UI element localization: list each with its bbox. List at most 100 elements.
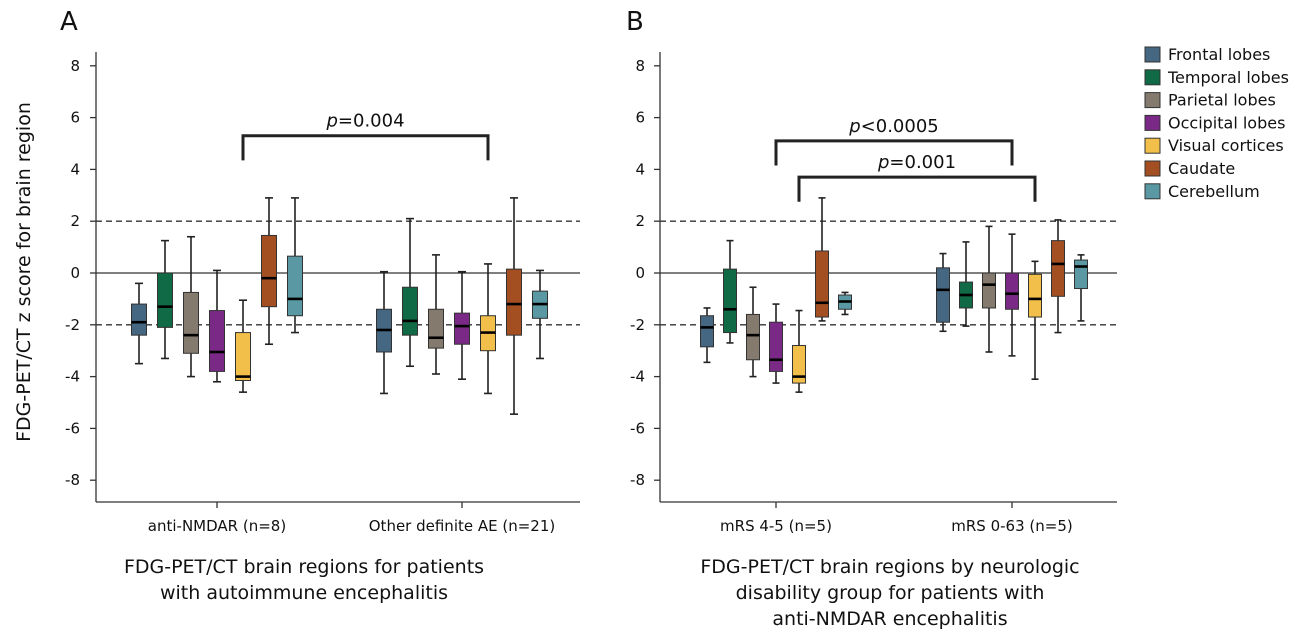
y-tick-label: -4 — [630, 368, 645, 386]
group-label-mrs-0-3: mRS 0-63 (n=5) — [951, 517, 1072, 535]
legend-swatch — [1144, 69, 1161, 86]
significance-bracket — [797, 175, 1037, 202]
box-caudate — [506, 197, 522, 415]
box-occipital-lobes — [769, 303, 783, 384]
chart-marks: 8 6 4 2 0 -2 -4 -6 -8 p=0.004 8 6 4 2 0 -2 -4 -6 -8 p<0.000… — [65, 45, 1289, 508]
legend-label: Caudate — [1168, 159, 1235, 178]
box-iqr — [1074, 259, 1088, 290]
legend-item-cerebellum: Cerebellum — [1144, 182, 1260, 201]
panel-a-letter: A — [60, 7, 78, 37]
legend: Frontal lobes Temporal lobes Parietal lobe… — [1144, 45, 1289, 201]
legend-swatch — [1144, 183, 1161, 200]
legend-swatch — [1144, 160, 1161, 177]
box-visual-cortices — [480, 263, 496, 395]
box-parietal-lobes — [183, 235, 199, 378]
significance-bracket — [241, 134, 490, 161]
legend-label: Frontal lobes — [1168, 45, 1270, 64]
legend-label: Temporal lobes — [1167, 68, 1289, 87]
box-occipital-lobes — [454, 270, 470, 380]
box-iqr — [1051, 240, 1065, 297]
legend-item-temporal-lobes: Temporal lobes — [1144, 68, 1289, 87]
box-iqr — [1005, 272, 1019, 310]
legend-swatch — [1144, 46, 1161, 63]
box-caudate — [1051, 219, 1065, 334]
box-iqr — [792, 345, 806, 384]
box-iqr — [506, 268, 522, 336]
legend-swatch — [1144, 114, 1161, 131]
panel-b: B mRS 4-5 (n=5) mRS 0-63 (n=5) FDG-PET/C… — [626, 7, 1080, 630]
box-iqr — [815, 250, 829, 318]
y-tick-label: -8 — [65, 471, 80, 489]
y-tick-label: 2 — [635, 212, 645, 230]
y-tick-label: 2 — [70, 212, 80, 230]
box-iqr — [982, 272, 996, 309]
box-iqr — [936, 267, 950, 323]
legend-item-occipital-lobes: Occipital lobes — [1144, 113, 1285, 132]
y-tick-label: 6 — [635, 109, 645, 127]
legend-label: Cerebellum — [1168, 182, 1260, 201]
panel-b-letter: B — [626, 7, 644, 37]
box-iqr — [402, 286, 418, 336]
box-iqr — [157, 272, 173, 328]
box-iqr — [700, 315, 714, 348]
box-frontal-lobes — [700, 307, 714, 364]
y-tick-label: -2 — [65, 316, 80, 334]
y-tick-label: -4 — [65, 368, 80, 386]
box-cerebellum — [532, 269, 548, 360]
x-axis-title-line-2: disability group for patients with — [736, 582, 1045, 604]
box-iqr — [261, 234, 277, 308]
y-tick-label: -6 — [65, 419, 80, 437]
legend-item-caudate: Caudate — [1144, 159, 1235, 178]
box-caudate — [261, 197, 277, 346]
y-axis-title: FDG-PET/CT z score for brain region — [13, 102, 35, 442]
box-iqr — [454, 312, 470, 345]
group-label-mrs-4-5: mRS 4-5 (n=5) — [720, 517, 832, 535]
box-parietal-lobes — [982, 225, 996, 353]
box-iqr — [235, 332, 251, 381]
box-iqr — [1028, 273, 1042, 318]
plot-panel-a: 8 6 4 2 0 -2 -4 -6 -8 p=0.004 — [65, 52, 580, 508]
box-iqr — [723, 268, 737, 334]
y-tick-label: -2 — [630, 316, 645, 334]
p-value-label: p<0.0005 — [848, 116, 939, 137]
box-frontal-lobes — [936, 252, 950, 333]
plot-panel-b: 8 6 4 2 0 -2 -4 -6 -8 p<0.0005 p=0.001 — [630, 52, 1117, 508]
box-frontal-lobes — [376, 270, 392, 395]
box-iqr — [287, 255, 303, 317]
group-label-anti-nmdar: anti-NMDAR (n=8) — [148, 517, 286, 535]
y-tick-label: -8 — [630, 471, 645, 489]
box-iqr — [209, 310, 225, 372]
y-tick-label: 8 — [70, 57, 80, 75]
legend-label: Parietal lobes — [1168, 91, 1276, 110]
y-tick-label: 8 — [635, 57, 645, 75]
panel-a: A FDG-PET/CT z score for brain region an… — [13, 7, 555, 604]
box-visual-cortices — [792, 309, 806, 393]
legend-swatch — [1144, 137, 1161, 154]
y-tick-label: 6 — [70, 109, 80, 127]
legend-label: Occipital lobes — [1168, 113, 1285, 132]
group-label-other-ae: Other definite AE (n=21) — [369, 517, 555, 535]
box-visual-cortices — [1028, 260, 1042, 380]
box-temporal-lobes — [959, 241, 973, 327]
legend-item-frontal-lobes: Frontal lobes — [1144, 45, 1270, 64]
box-iqr — [131, 303, 147, 336]
x-axis-title-line-1: FDG-PET/CT brain regions for patients — [124, 556, 484, 578]
legend-item-visual-cortices: Visual cortices — [1144, 136, 1284, 155]
box-occipital-lobes — [1005, 233, 1019, 357]
box-iqr — [769, 321, 783, 372]
box-frontal-lobes — [131, 282, 147, 365]
box-cerebellum — [1074, 254, 1088, 322]
y-tick-label: -6 — [630, 419, 645, 437]
box-cerebellum — [287, 197, 303, 334]
box-iqr — [746, 313, 760, 361]
significance-bracket — [774, 139, 1014, 166]
x-axis-title-line-3: anti-NMDAR encephalitis — [772, 608, 1007, 630]
box-parietal-lobes — [428, 254, 444, 375]
x-axis-title-line-2: with autoimmune encephalitis — [160, 582, 448, 604]
box-temporal-lobes — [157, 239, 173, 360]
box-iqr — [183, 291, 199, 354]
box-occipital-lobes — [209, 269, 225, 383]
legend-item-parietal-lobes: Parietal lobes — [1144, 91, 1276, 110]
x-axis-title-line-1: FDG-PET/CT brain regions by neurologic — [700, 556, 1079, 578]
box-cerebellum — [838, 291, 852, 316]
